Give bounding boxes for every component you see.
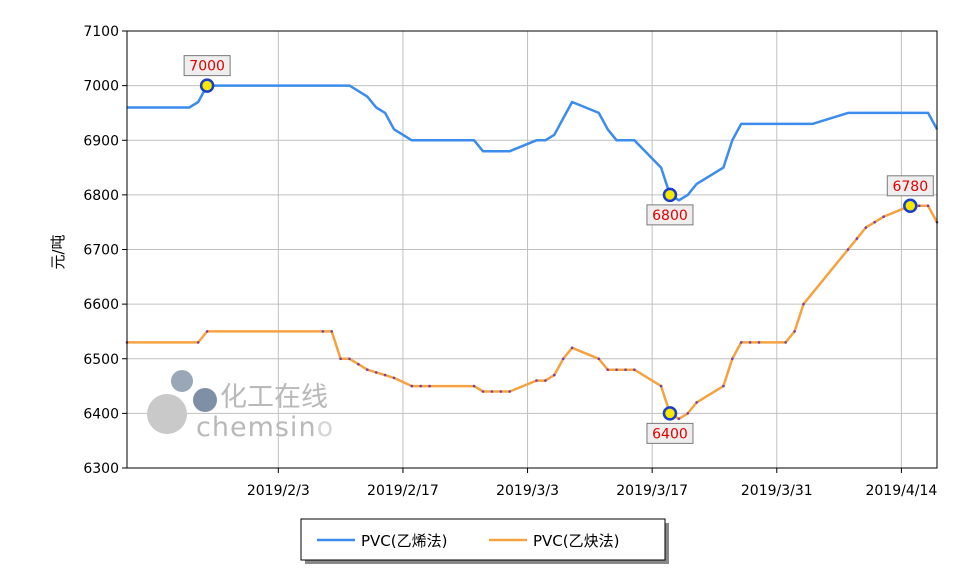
annotation-callout-label: 6400 xyxy=(652,426,688,442)
series-2-point xyxy=(722,384,725,388)
series-2-point xyxy=(873,220,876,224)
series-2-point xyxy=(739,341,743,344)
y-tick-label: 6700 xyxy=(83,243,119,259)
annotation-marker xyxy=(662,406,678,421)
annotation-marker xyxy=(903,198,918,214)
watermark-english-main: chemsin xyxy=(196,412,317,443)
series-2-point xyxy=(205,330,209,333)
series-2-point xyxy=(624,368,627,372)
series-2-point xyxy=(677,417,681,421)
series-layer xyxy=(125,84,939,421)
series-2-point xyxy=(348,357,351,361)
x-tick-label: 2019/4/14 xyxy=(865,483,937,499)
watermark-english-tail: o xyxy=(317,412,335,443)
series-2-point xyxy=(615,368,618,372)
x-tick-label: 2019/2/3 xyxy=(247,483,310,499)
watermark-chinese-text: 化工在线 xyxy=(220,382,328,413)
series-2-point xyxy=(366,368,369,372)
series-line-1 xyxy=(127,84,939,202)
series-2-point xyxy=(419,384,423,388)
x-tick-label: 2019/3/17 xyxy=(616,483,688,499)
annotation-marker xyxy=(662,187,678,203)
series-2-point xyxy=(659,384,663,388)
series-2-point xyxy=(793,330,796,333)
legend-box xyxy=(300,518,666,561)
y-tick-label: 6600 xyxy=(83,297,119,313)
watermark-logo-circle-large xyxy=(147,394,187,434)
series-2-point xyxy=(544,379,547,382)
series-2-point xyxy=(374,371,378,374)
axes: 6300 6400 6500 6600 6700 6800 6900 7000 7100 2019… xyxy=(83,24,937,499)
grid xyxy=(127,31,937,468)
series-2-point xyxy=(472,384,476,388)
y-axis-label: 元/吨 xyxy=(49,234,67,269)
series-2-point xyxy=(882,215,885,218)
y-tick-label: 6500 xyxy=(83,352,119,368)
series-2-point xyxy=(731,357,734,361)
annotation-callout-box xyxy=(646,204,694,226)
x-tick-label: 2019/3/31 xyxy=(741,483,813,499)
legend-label-series-2: PVC(乙炔法) xyxy=(533,532,620,550)
series-2-point xyxy=(846,248,850,251)
series-2-point xyxy=(490,390,494,393)
y-tick-label: 6400 xyxy=(83,406,119,422)
series-2-point xyxy=(695,401,698,404)
annotation-callout-box xyxy=(183,55,231,77)
annotation-marker xyxy=(199,78,215,93)
y-tick-label: 7000 xyxy=(83,79,119,95)
legend-label-series-1: PVC(乙烯法) xyxy=(361,532,448,550)
series-2-point xyxy=(499,390,503,393)
series-2-point xyxy=(561,357,565,361)
annotation-callout-label: 6780 xyxy=(892,179,928,195)
series-2-point xyxy=(535,379,538,382)
watermark-english-text: chemsino xyxy=(196,412,334,443)
y-tick-label: 6800 xyxy=(83,188,119,204)
annotation-callout-box xyxy=(646,422,694,444)
series-line-2 xyxy=(127,204,939,421)
series-2-point xyxy=(855,237,859,240)
series-2-point xyxy=(606,368,609,372)
series-2-point xyxy=(392,376,396,380)
series-2-point xyxy=(481,390,485,393)
x-tick-label: 2019/2/17 xyxy=(367,483,439,499)
watermark: 化工在线 chemsino xyxy=(147,370,334,443)
legend: PVC(乙烯法) PVC(乙炔法) xyxy=(300,518,669,564)
series-2-point xyxy=(686,412,690,415)
series-2-point xyxy=(553,373,556,377)
series-2-point xyxy=(428,384,431,388)
annotation-callout-label: 7000 xyxy=(189,59,225,75)
series-2-point xyxy=(864,226,868,229)
series-2-point xyxy=(196,341,200,344)
series-2-point xyxy=(597,357,601,361)
annotation-callout-label: 6800 xyxy=(652,208,688,224)
series-2-point xyxy=(633,368,636,372)
series-2-point xyxy=(508,390,512,393)
watermark-logo-circle-mid xyxy=(193,388,217,412)
annotation-markers: 7000 6800 6400 6780 xyxy=(183,55,934,444)
x-tick-label: 2019/3/3 xyxy=(496,483,559,499)
y-tick-label: 7100 xyxy=(83,24,119,40)
series-2-point xyxy=(784,341,787,344)
series-2-point xyxy=(339,357,342,361)
series-2-point xyxy=(330,330,334,333)
series-2-point xyxy=(917,204,921,208)
series-2-point xyxy=(321,330,325,333)
y-tick-label: 6300 xyxy=(83,461,119,477)
annotation-callout-box xyxy=(886,175,934,197)
series-2-point xyxy=(383,373,387,377)
series-2-point xyxy=(757,341,761,344)
series-2-point xyxy=(570,346,574,350)
series-2-point xyxy=(410,384,414,388)
series-2-point xyxy=(926,204,930,208)
watermark-logo-circle-small xyxy=(171,370,193,392)
series-2-point xyxy=(802,302,805,306)
y-tick-label: 6900 xyxy=(83,133,119,149)
series-2-point xyxy=(748,341,752,344)
series-2-point xyxy=(357,362,360,366)
